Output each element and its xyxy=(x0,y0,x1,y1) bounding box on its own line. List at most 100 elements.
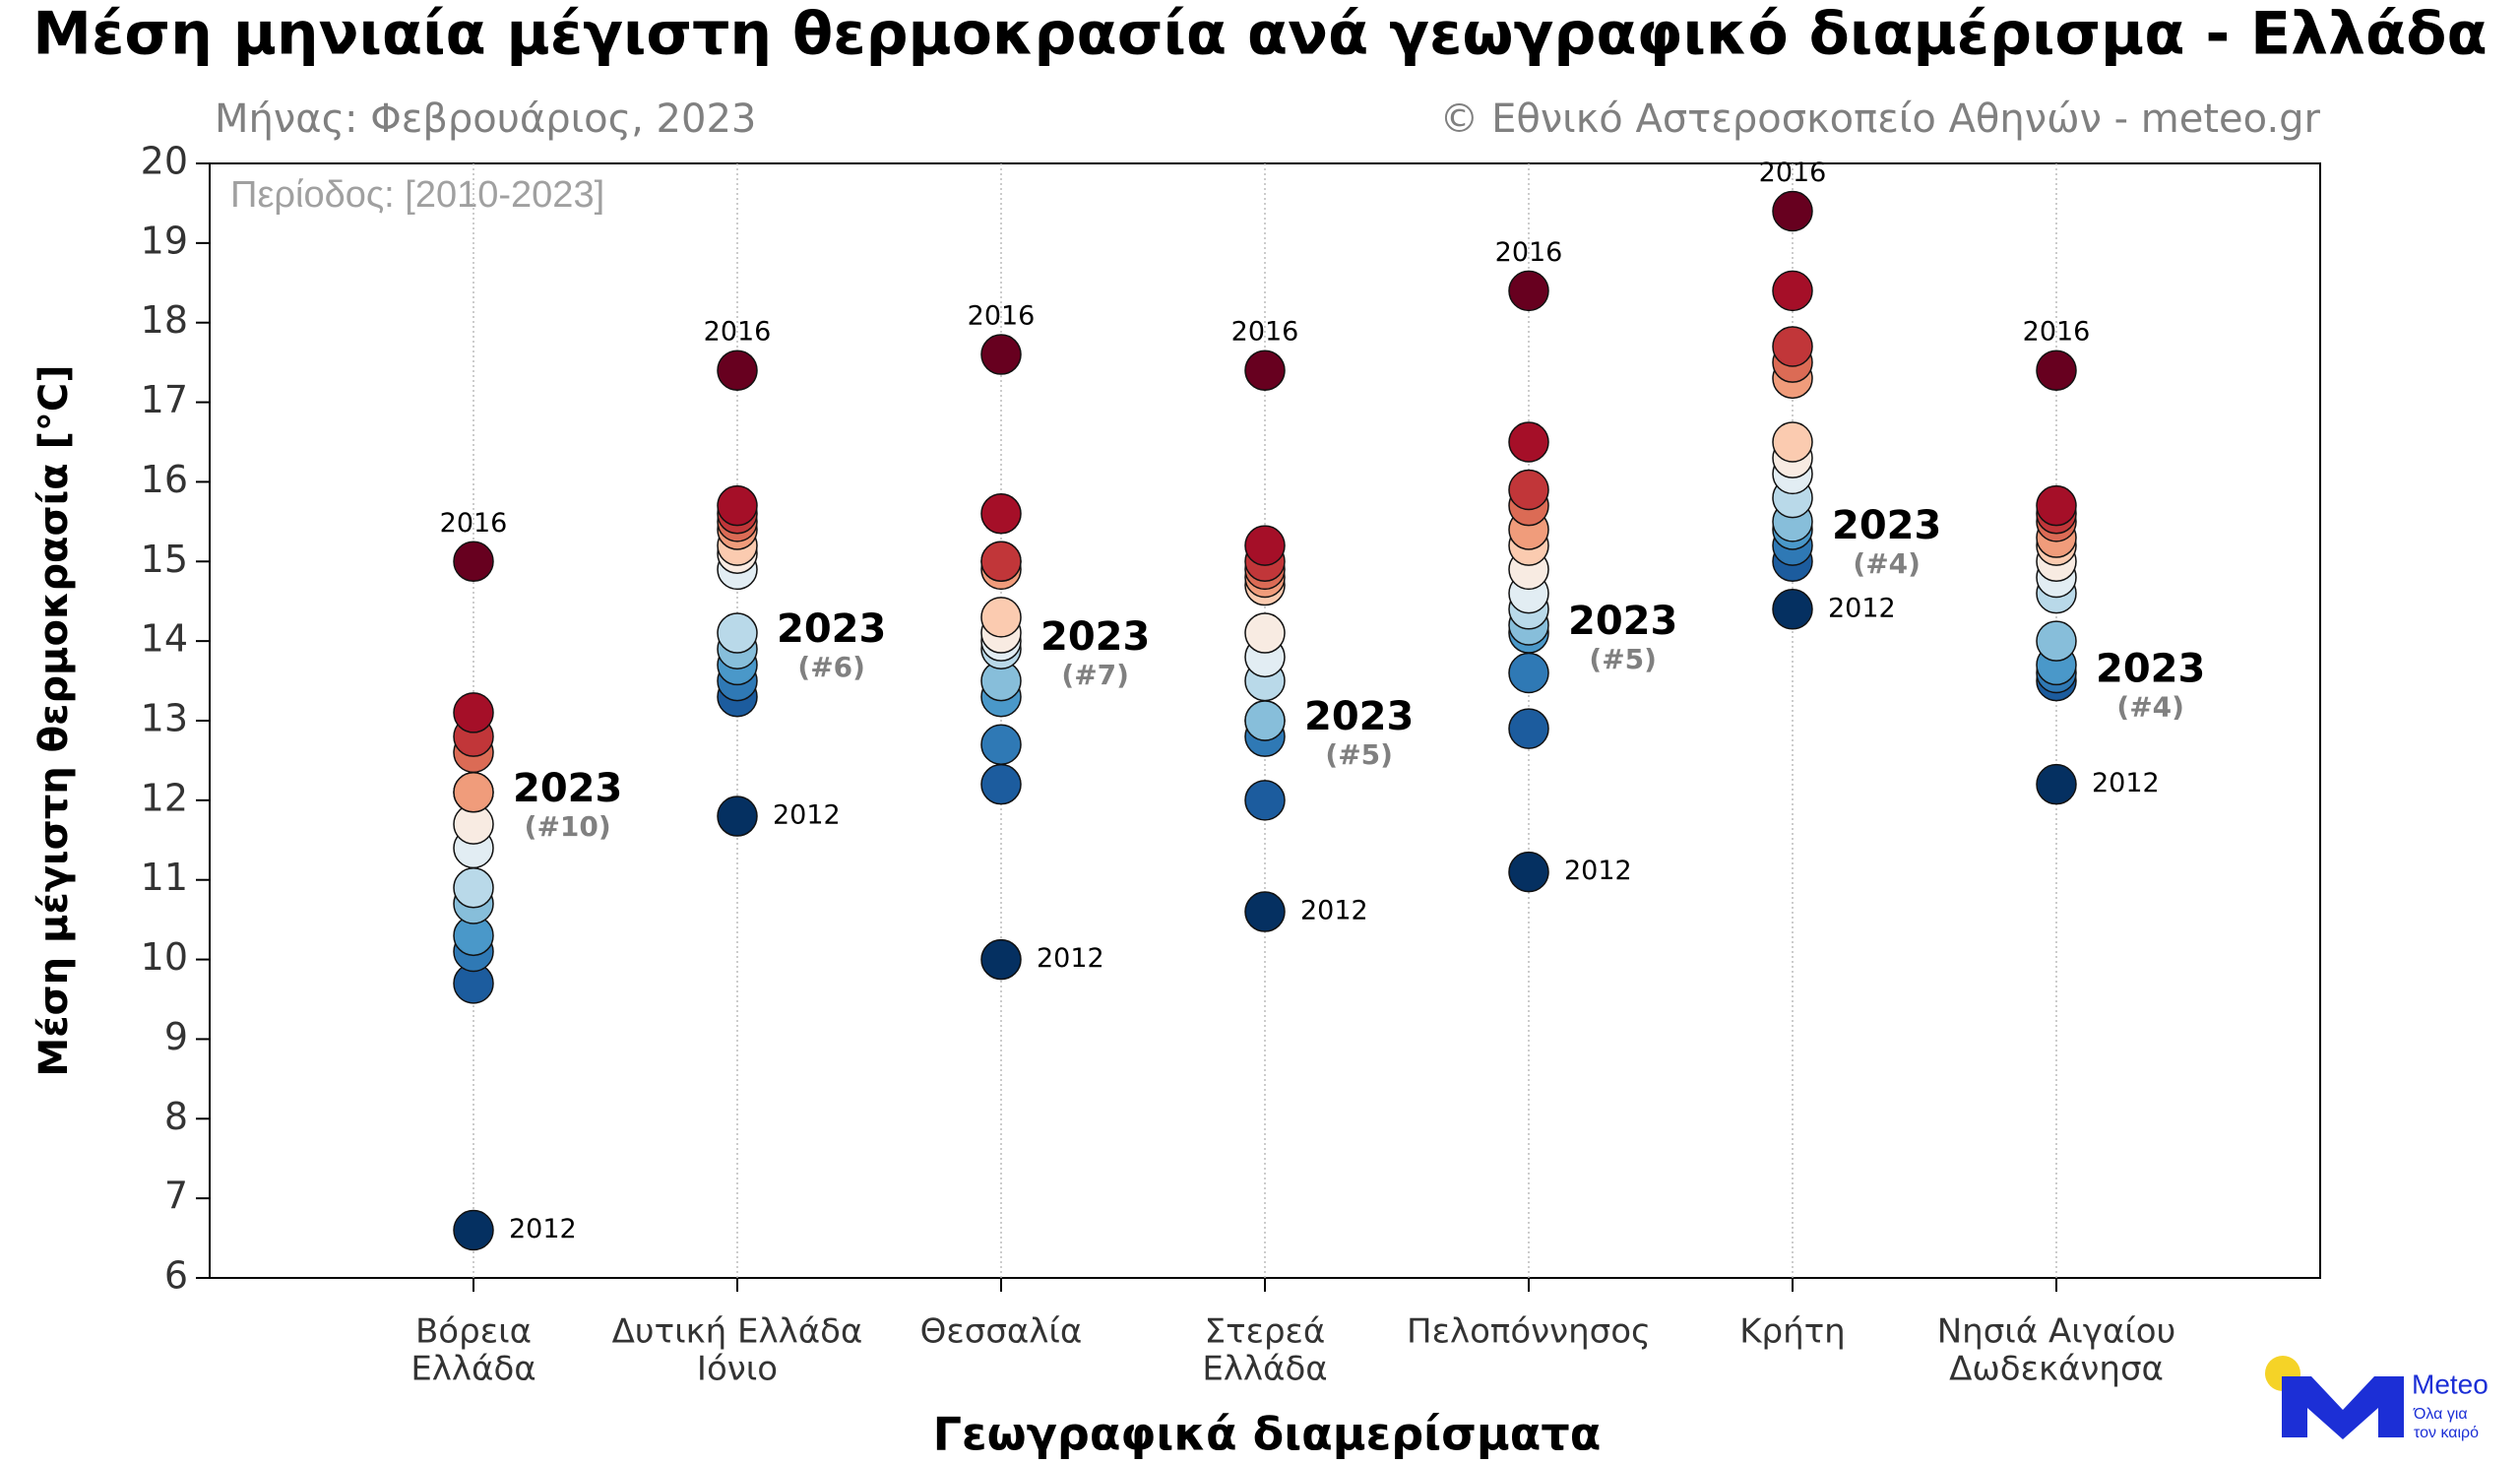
logo: Meteo Όλα για τον καιρό xyxy=(2265,1356,2488,1441)
period: Περίοδος: [2010-2023] xyxy=(230,174,604,216)
annotation-rank: (#4) xyxy=(1853,547,1921,580)
logo-tagline: τον καιρό xyxy=(2414,1425,2479,1441)
data-point xyxy=(717,350,758,391)
x-tick-label: Ελλάδα xyxy=(1202,1350,1327,1389)
annotation-min: 2012 xyxy=(773,800,841,831)
annotation-max: 2016 xyxy=(968,301,1036,332)
data-point xyxy=(980,334,1022,375)
data-point xyxy=(1244,350,1286,391)
data-point xyxy=(2036,620,2077,662)
annotation-min: 2012 xyxy=(2092,768,2160,798)
annotation-max: 2016 xyxy=(1759,158,1827,188)
annotation-rank: (#5) xyxy=(1589,643,1657,675)
annotation-max: 2016 xyxy=(1231,317,1299,348)
x-tick-label: Δυτική Ελλάδα xyxy=(612,1312,863,1352)
annotation-current: 2023 xyxy=(1832,503,1941,548)
x-tick-label: Βόρεια xyxy=(415,1312,532,1352)
annotation-rank: (#10) xyxy=(525,810,611,843)
y-tick-label: 19 xyxy=(141,219,188,262)
annotation-min: 2012 xyxy=(509,1214,577,1244)
annotation-current: 2023 xyxy=(1040,614,1150,660)
data-point xyxy=(980,597,1022,638)
y-tick-label: 20 xyxy=(141,140,188,183)
annotation-current: 2023 xyxy=(1568,599,1677,644)
credit: © Εθνικό Αστεροσκοπείο Αθηνών - meteo.gr xyxy=(1439,96,2320,142)
annotation-min: 2012 xyxy=(1564,856,1632,886)
data-point xyxy=(1508,652,1549,694)
annotation-max: 2016 xyxy=(2023,317,2091,348)
annotation-max: 2016 xyxy=(704,317,772,348)
logo-mark xyxy=(2282,1376,2404,1439)
annotation-max: 2016 xyxy=(440,508,508,539)
annotation-max: 2016 xyxy=(1495,237,1563,268)
y-tick-label: 12 xyxy=(141,776,188,819)
y-tick-label: 11 xyxy=(141,856,188,899)
x-axis-label: Γεωγραφικά διαμερίσματα xyxy=(933,1408,1602,1461)
y-tick-label: 16 xyxy=(141,458,188,501)
x-tick-label: Πελοπόννησος xyxy=(1407,1312,1651,1352)
data-point xyxy=(453,1209,494,1251)
data-point xyxy=(1508,421,1549,463)
y-tick-label: 6 xyxy=(164,1254,188,1298)
data-point xyxy=(1772,421,1813,463)
x-tick-label: Κρήτη xyxy=(1739,1312,1845,1352)
annotation-rank: (#5) xyxy=(1325,738,1393,771)
data-point xyxy=(1508,708,1549,749)
y-axis-label: Μέση μέγιστη θερμοκρασία [°C] xyxy=(32,364,77,1076)
annotation-rank: (#7) xyxy=(1061,659,1129,691)
y-tick-label: 9 xyxy=(164,1015,188,1058)
subtitle: Μήνας: Φεβρουάριος, 2023 xyxy=(215,96,756,142)
data-point xyxy=(1508,270,1549,312)
data-point xyxy=(1508,851,1549,893)
data-point xyxy=(1508,469,1549,511)
data-point xyxy=(1244,891,1286,932)
annotation-current: 2023 xyxy=(2096,646,2205,691)
data-point xyxy=(980,724,1022,766)
data-point xyxy=(1244,780,1286,821)
data-point xyxy=(453,541,494,583)
x-tick-label: Θεσσαλία xyxy=(920,1312,1083,1352)
y-tick-label: 13 xyxy=(141,697,188,740)
annotation-rank: (#6) xyxy=(797,651,865,683)
x-tick-label: Στερεά xyxy=(1205,1312,1326,1352)
data-point xyxy=(453,772,494,813)
y-tick-label: 10 xyxy=(141,935,188,979)
data-point xyxy=(1244,612,1286,654)
x-tick-label: Ελλάδα xyxy=(410,1350,536,1389)
data-point xyxy=(980,493,1022,535)
data-point xyxy=(1772,326,1813,367)
y-tick-label: 15 xyxy=(141,538,188,581)
y-tick-label: 8 xyxy=(164,1095,188,1138)
data-point xyxy=(980,938,1022,981)
chart-title: Μέση μηνιαία μέγιστη θερμοκρασία ανά γεω… xyxy=(32,0,2487,69)
data-point xyxy=(980,763,1022,805)
annotation-rank: (#4) xyxy=(2116,690,2184,723)
data-point xyxy=(1244,700,1286,741)
annotation-min: 2012 xyxy=(1300,896,1368,926)
annotation-current: 2023 xyxy=(1304,694,1414,739)
data-point xyxy=(717,612,758,654)
y-tick-label: 17 xyxy=(141,378,188,421)
x-tick-label: Δωδεκάνησα xyxy=(1949,1350,2164,1389)
data-point xyxy=(980,541,1022,583)
data-point xyxy=(453,867,494,909)
x-tick-label: Νησιά Αιγαίου xyxy=(1937,1312,2176,1352)
data-point xyxy=(2036,484,2077,527)
data-point xyxy=(2036,350,2077,391)
annotation-current: 2023 xyxy=(513,766,622,811)
annotation-current: 2023 xyxy=(777,606,886,652)
logo-name: Meteo xyxy=(2412,1369,2488,1399)
y-tick-label: 14 xyxy=(141,617,188,661)
data-point xyxy=(1772,270,1813,312)
y-tick-label: 18 xyxy=(141,298,188,342)
data-point xyxy=(2036,763,2077,805)
data-point xyxy=(1772,190,1813,232)
data-point xyxy=(717,484,758,527)
x-tick-label: Ιόνιο xyxy=(697,1350,778,1389)
data-point xyxy=(717,796,758,837)
data-point xyxy=(1244,525,1286,566)
data-point xyxy=(1772,589,1813,630)
logo-tagline: Όλα για xyxy=(2413,1406,2468,1423)
